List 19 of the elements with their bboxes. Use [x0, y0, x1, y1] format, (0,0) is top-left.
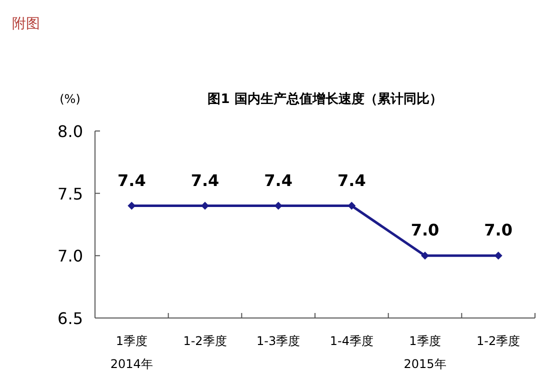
data-label: 7.4: [264, 170, 293, 190]
x-tick-label: 1-4季度: [330, 334, 374, 348]
data-label: 7.0: [410, 220, 440, 240]
x-tick-label: 1季度 2014年: [110, 334, 153, 371]
data-label: 7.4: [190, 170, 220, 190]
y-axis-title: (%): [60, 92, 80, 106]
y-tick-label: 8.0: [58, 122, 83, 141]
text: 附图: [12, 16, 40, 32]
x-tick-label: 1-2季度: [183, 334, 227, 348]
y-tick-label: 6.5: [58, 309, 83, 328]
y-tick-label: 7.0: [58, 246, 83, 266]
chart-title: 图1 国内生产总值增长速度（累计同比）: [208, 91, 442, 107]
x-tick-label: 1季度 2015年: [404, 334, 446, 371]
data-label: 7.4: [337, 170, 366, 190]
y-tick-label: 7.5: [58, 184, 83, 204]
x-tick-label: 1-2季度: [476, 334, 520, 348]
x-tick-label: 1-3季度: [256, 334, 300, 348]
data-label: 7.0: [484, 220, 513, 240]
data-label: 7.4: [117, 170, 146, 190]
